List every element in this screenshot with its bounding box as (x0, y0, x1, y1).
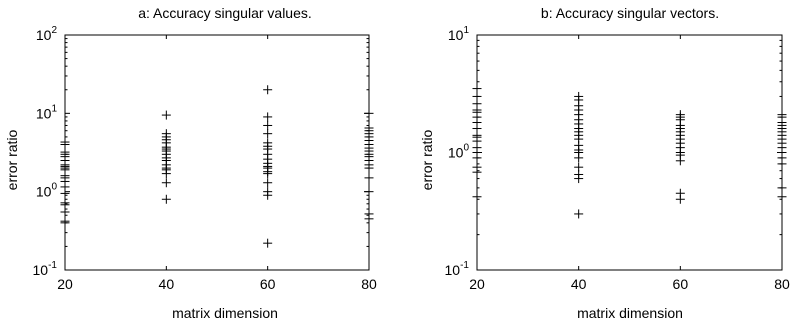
data-point (675, 110, 685, 120)
panel-b-xlabel: matrix dimension (577, 305, 683, 321)
y-tick-base: 10 (36, 184, 52, 200)
data-point (263, 238, 273, 248)
x-tick-label: 80 (774, 276, 790, 292)
y-tick-label: 101 (448, 25, 470, 43)
y-tick-base: 10 (33, 262, 49, 278)
data-point (364, 123, 374, 133)
y-tick-base: 10 (448, 145, 464, 161)
x-tick-label: 80 (361, 276, 377, 292)
data-point (161, 194, 171, 204)
y-tick-exponent: 2 (51, 25, 57, 36)
y-tick-exponent: 0 (463, 143, 469, 154)
data-point (263, 138, 273, 148)
x-tick-label: 40 (159, 276, 175, 292)
x-tick-label: 60 (673, 276, 689, 292)
panel-a: a: Accuracy singular values. error ratio… (4, 5, 377, 321)
panel-a-axes-frame (64, 34, 370, 271)
y-tick-exponent: 1 (463, 25, 469, 36)
data-point (60, 147, 70, 157)
data-point (60, 137, 70, 147)
data-point (263, 178, 273, 188)
data-point (364, 108, 374, 118)
data-point (574, 91, 584, 101)
x-tick-label: 20 (57, 276, 73, 292)
data-point (472, 84, 482, 94)
y-tick-exponent: -1 (460, 260, 469, 271)
data-point (777, 183, 787, 193)
y-tick-exponent: 1 (51, 103, 57, 114)
data-point (263, 85, 273, 95)
y-tick-base: 10 (36, 105, 52, 121)
panel-b: b: Accuracy singular vectors. error rati… (419, 5, 790, 321)
panel-a-x-ticks: 20 40 60 80 (57, 35, 377, 292)
data-point (364, 187, 374, 197)
data-point (161, 110, 171, 120)
x-tick-label: 40 (571, 276, 587, 292)
panel-b-title: b: Accuracy singular vectors. (541, 5, 719, 21)
y-tick-label: 101 (36, 103, 58, 121)
data-point (161, 178, 171, 188)
data-point (574, 209, 584, 219)
y-tick-label: 10-1 (445, 260, 470, 278)
data-point (364, 209, 374, 219)
data-point (263, 129, 273, 139)
panel-b-ylabel: error ratio (419, 129, 435, 190)
y-tick-exponent: -1 (48, 260, 57, 271)
y-tick-label: 100 (448, 143, 470, 161)
x-tick-label: 20 (469, 276, 485, 292)
panel-a-ylabel: error ratio (4, 129, 20, 190)
data-point (574, 162, 584, 172)
y-tick-base: 10 (448, 27, 464, 43)
data-point (263, 187, 273, 197)
data-point (472, 91, 482, 101)
panel-b-axes-frame (476, 34, 783, 271)
y-tick-base: 10 (445, 262, 461, 278)
panel-a-xlabel: matrix dimension (172, 305, 278, 321)
data-point (472, 192, 482, 202)
panel-b-points (472, 84, 787, 219)
data-point (675, 188, 685, 198)
y-tick-exponent: 0 (51, 182, 57, 193)
panel-a-title: a: Accuracy singular values. (138, 5, 312, 21)
data-point (161, 129, 171, 139)
y-tick-label: 100 (36, 182, 58, 200)
panel-b-x-ticks: 20 40 60 80 (469, 35, 790, 292)
data-point (777, 192, 787, 202)
x-tick-label: 60 (260, 276, 276, 292)
data-point (60, 216, 70, 226)
panel-a-points (60, 85, 374, 248)
data-point (263, 120, 273, 130)
y-tick-base: 10 (36, 27, 52, 43)
data-point (364, 173, 374, 183)
data-point (472, 162, 482, 172)
data-point (60, 198, 70, 208)
data-point (263, 112, 273, 122)
y-tick-label: 102 (36, 25, 58, 43)
y-tick-label: 10-1 (33, 260, 58, 278)
data-point (777, 110, 787, 120)
